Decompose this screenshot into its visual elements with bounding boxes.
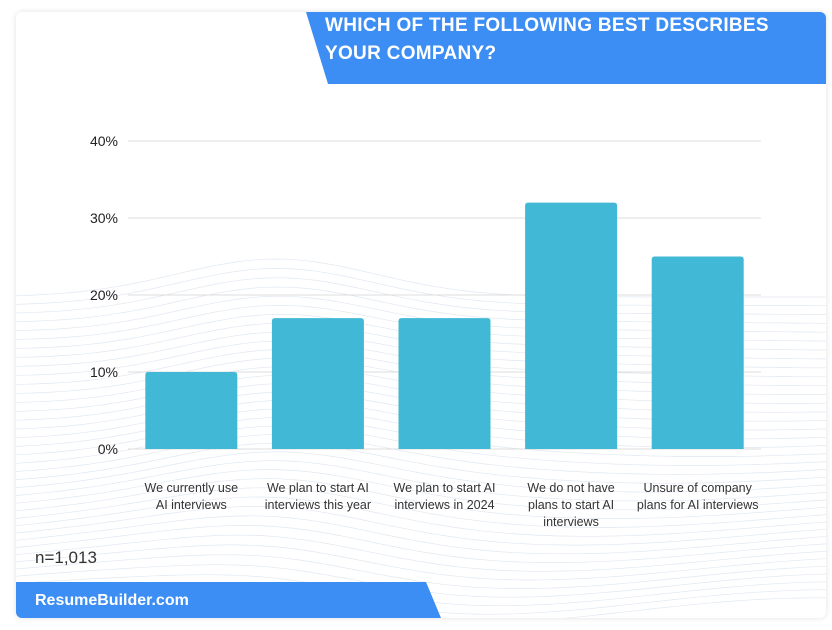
x-category-line: We plan to start AI <box>266 481 369 495</box>
x-category-label: We plan to start AI interviews in 2024 <box>383 480 507 514</box>
brand-label: ResumeBuilder.com <box>35 592 189 609</box>
x-category-line: We plan to start AI <box>393 481 496 495</box>
y-tick-label: 40% <box>90 133 118 149</box>
bar <box>651 256 744 449</box>
bar <box>145 372 238 449</box>
title-banner <box>306 12 826 84</box>
chart-card: 0% 10% 20% 30% 40% We currently use AI interv… <box>16 12 826 618</box>
x-category-line: interviews this year <box>264 498 372 512</box>
footer-banner <box>16 582 441 618</box>
x-category-line: interviews in 2024 <box>394 498 495 512</box>
x-category-label: We currently use AI interviews <box>129 480 253 514</box>
wave-line <box>16 506 826 546</box>
chart-title: WHICH OF THE FOLLOWING BEST DESCRIBES YO… <box>325 15 769 64</box>
wave-line <box>16 554 826 589</box>
x-category-line: plans to start AI <box>528 498 615 512</box>
wave-line <box>16 442 826 484</box>
y-tick-label: 30% <box>90 210 118 226</box>
wave-line <box>16 544 826 581</box>
x-category-label: We do not have plans to start AI interview… <box>509 480 633 531</box>
bar <box>398 318 491 449</box>
sample-size-note: n=1,013 <box>35 548 97 567</box>
wave-line <box>16 469 826 511</box>
x-category-line: plans for AI interviews <box>636 498 759 512</box>
x-category-label: We plan to start AI interviews this year <box>256 480 380 514</box>
x-category-line: interviews <box>543 515 599 529</box>
x-category-line: AI interviews <box>155 498 227 512</box>
x-category-line: Unsure of company <box>643 481 752 495</box>
wave-line <box>16 534 826 572</box>
bar <box>525 202 618 449</box>
wave-line <box>16 496 826 537</box>
wave-line <box>16 460 826 502</box>
wave-line <box>16 525 826 563</box>
wave-line <box>16 487 826 528</box>
wave-line <box>16 478 826 519</box>
bar <box>271 318 364 449</box>
wave-line <box>16 515 826 555</box>
y-tick-label: 0% <box>98 441 118 457</box>
bar-chart: 0% 10% 20% 30% 40% <box>90 133 761 457</box>
x-category-line: We do not have <box>527 481 615 495</box>
x-category-label: Unsure of company plans for AI interviews <box>636 480 760 514</box>
y-tick-label: 10% <box>90 364 118 380</box>
wave-line <box>16 434 826 475</box>
y-tick-label: 20% <box>90 287 118 303</box>
wave-line <box>16 451 826 493</box>
x-category-line: We currently use <box>144 481 239 495</box>
